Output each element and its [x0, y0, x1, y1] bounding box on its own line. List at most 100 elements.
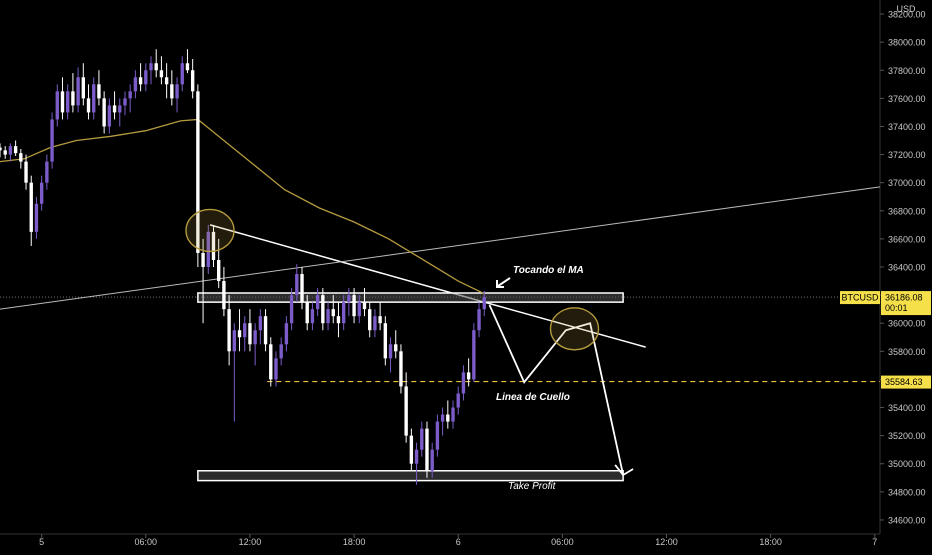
candle-body	[456, 393, 460, 408]
candle-body	[326, 309, 330, 324]
candle-body	[388, 344, 393, 359]
candle-body	[24, 161, 28, 183]
price-badge-value: 36186.08	[885, 293, 923, 303]
candle-body	[71, 91, 75, 106]
candle-body	[8, 146, 13, 155]
candle-body	[60, 91, 65, 113]
candle-body	[404, 386, 408, 436]
candle-body	[289, 295, 294, 324]
candle-body	[149, 63, 153, 71]
candle-body	[341, 302, 346, 324]
candle-body	[378, 316, 382, 324]
candle-body	[128, 91, 132, 99]
candle-body	[357, 302, 361, 317]
candle-body	[451, 407, 455, 422]
candle-body	[347, 295, 351, 303]
price-tick-label: 34800.00	[888, 487, 926, 497]
candle-body	[352, 295, 356, 317]
candle-body	[190, 70, 195, 92]
candle-body	[196, 91, 200, 253]
long-trend-line[interactable]	[0, 186, 881, 310]
candle-body	[3, 150, 7, 155]
candle-body	[414, 449, 419, 464]
candle-body	[107, 105, 112, 127]
price-tick-label: 37200.00	[888, 150, 926, 160]
candle-body	[86, 98, 91, 113]
candle-body	[97, 84, 101, 99]
candle-body	[315, 295, 320, 310]
candle-body	[310, 309, 315, 324]
candle-body	[13, 146, 18, 154]
price-badge	[881, 291, 931, 316]
candle-body	[19, 153, 23, 162]
projection-path[interactable]	[488, 304, 624, 476]
candle-body	[81, 77, 86, 99]
time-tick-label: 06:00	[551, 537, 574, 547]
annotation-arrowhead	[496, 280, 504, 288]
candle-body	[274, 358, 278, 380]
candle-body	[284, 323, 289, 345]
candle-body	[331, 309, 335, 317]
candle-body	[362, 302, 367, 310]
candle-body	[253, 330, 257, 345]
time-tick-label: 6	[456, 537, 461, 547]
candle-body	[394, 344, 398, 352]
candle-body	[237, 330, 242, 338]
candle-body	[185, 63, 190, 71]
candle-body	[144, 70, 148, 85]
candle-body	[180, 63, 184, 85]
candle-body	[34, 203, 39, 232]
resistance-zone[interactable]	[197, 292, 624, 303]
symbol-badge	[840, 291, 880, 305]
level-badge-value: 35584.63	[885, 377, 923, 387]
candle-body	[466, 372, 471, 380]
candle-body	[430, 449, 434, 471]
candle-body	[66, 91, 70, 113]
candle-body	[243, 323, 247, 338]
price-tick-label: 36600.00	[888, 234, 926, 244]
candle-body	[300, 274, 304, 303]
time-tick-label: 06:00	[135, 537, 158, 547]
take-profit-zone[interactable]	[197, 470, 624, 482]
ma-touch-ellipse[interactable]	[185, 208, 235, 253]
candle-body	[321, 295, 325, 324]
time-tick-label: 12:00	[239, 537, 262, 547]
candle-body	[472, 330, 476, 380]
candle-body	[258, 316, 263, 331]
time-tick-label: 7	[872, 537, 877, 547]
candle-body	[440, 414, 445, 422]
candle-body	[248, 323, 252, 345]
price-tick-label: 35000.00	[888, 459, 926, 469]
candle-body	[222, 281, 226, 310]
candle-body	[368, 309, 372, 331]
candle-body	[159, 70, 164, 78]
neckline-annotation: Linea de Cuello	[496, 392, 570, 403]
candle-body	[0, 147, 2, 151]
candle-body	[425, 428, 429, 471]
candle-body	[336, 316, 341, 324]
target-ellipse[interactable]	[549, 307, 600, 351]
candle-body	[383, 323, 388, 359]
candle-body	[477, 309, 481, 331]
candle-body	[399, 351, 403, 387]
candle-body	[420, 428, 424, 450]
candle-body	[133, 77, 138, 92]
candle-body	[482, 297, 486, 310]
candle-body	[39, 182, 44, 204]
candle-body	[279, 344, 283, 359]
candle-body	[446, 414, 450, 422]
candle-body	[175, 84, 179, 99]
candle-body	[92, 84, 96, 113]
candle-body	[211, 231, 216, 260]
time-tick-label: 18:00	[759, 537, 782, 547]
candle-body	[461, 372, 466, 394]
candle-body	[102, 98, 106, 127]
price-tick-label: 36800.00	[888, 206, 926, 216]
candle-body	[164, 77, 169, 85]
price-tick-label: 37800.00	[888, 66, 926, 76]
candle-body	[55, 91, 59, 120]
candle-body	[217, 259, 221, 282]
moving-average-line[interactable]	[0, 118, 485, 295]
